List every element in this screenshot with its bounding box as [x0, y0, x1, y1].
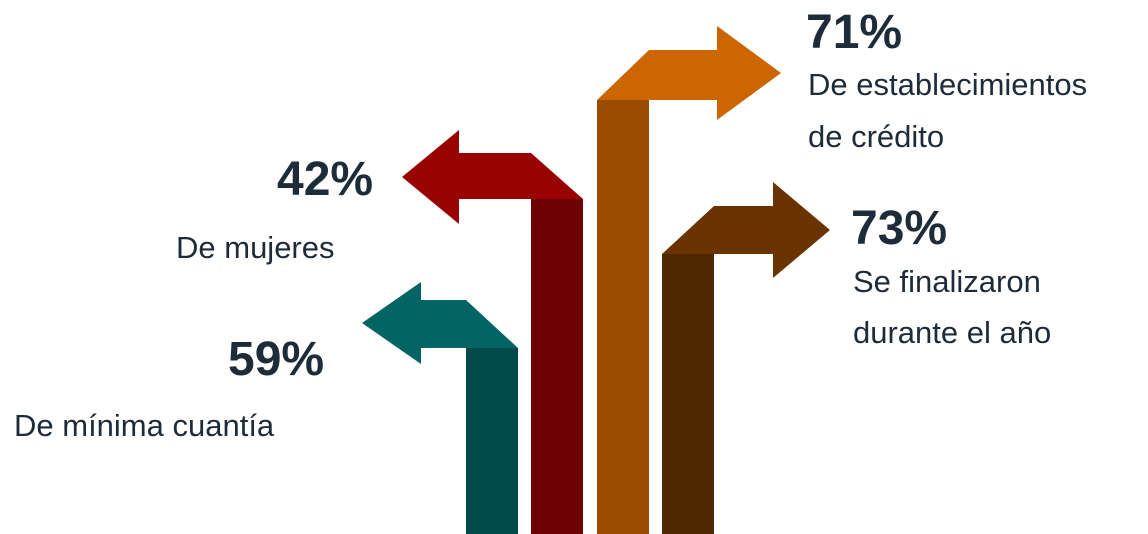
stat-value-minima-cuantia: 59% — [228, 333, 325, 386]
arrow-orange-head — [597, 26, 781, 120]
stat-desc-mujeres: De mujeres — [176, 230, 335, 265]
arrow-orange — [597, 26, 781, 534]
stat-value-finalizaron-ano: 73% — [851, 202, 948, 255]
stat-value-mujeres: 42% — [277, 153, 374, 206]
stat-desc-finalizaron-ano-line2: durante el año — [853, 315, 1052, 350]
arrow-red-head — [402, 130, 583, 224]
arrow-brown — [662, 182, 830, 534]
stat-desc-establecimientos-credito-line1: De establecimientos — [808, 67, 1088, 102]
arrow-red-shaft — [531, 199, 583, 534]
arrow-red — [402, 130, 583, 534]
arrow-teal — [362, 282, 518, 534]
stat-desc-finalizaron-ano-line1: Se finalizaron — [853, 264, 1041, 299]
stat-value-establecimientos-credito: 71% — [806, 6, 903, 59]
arrow-orange-shaft — [597, 100, 649, 534]
stat-desc-minima-cuantia: De mínima cuantía — [14, 408, 275, 443]
arrow-brown-shaft — [662, 254, 714, 534]
arrow-teal-shaft — [466, 348, 518, 534]
stat-desc-establecimientos-credito-line2: de crédito — [808, 119, 945, 154]
arrow-teal-head — [362, 282, 518, 364]
arrow-brown-head — [662, 182, 830, 278]
